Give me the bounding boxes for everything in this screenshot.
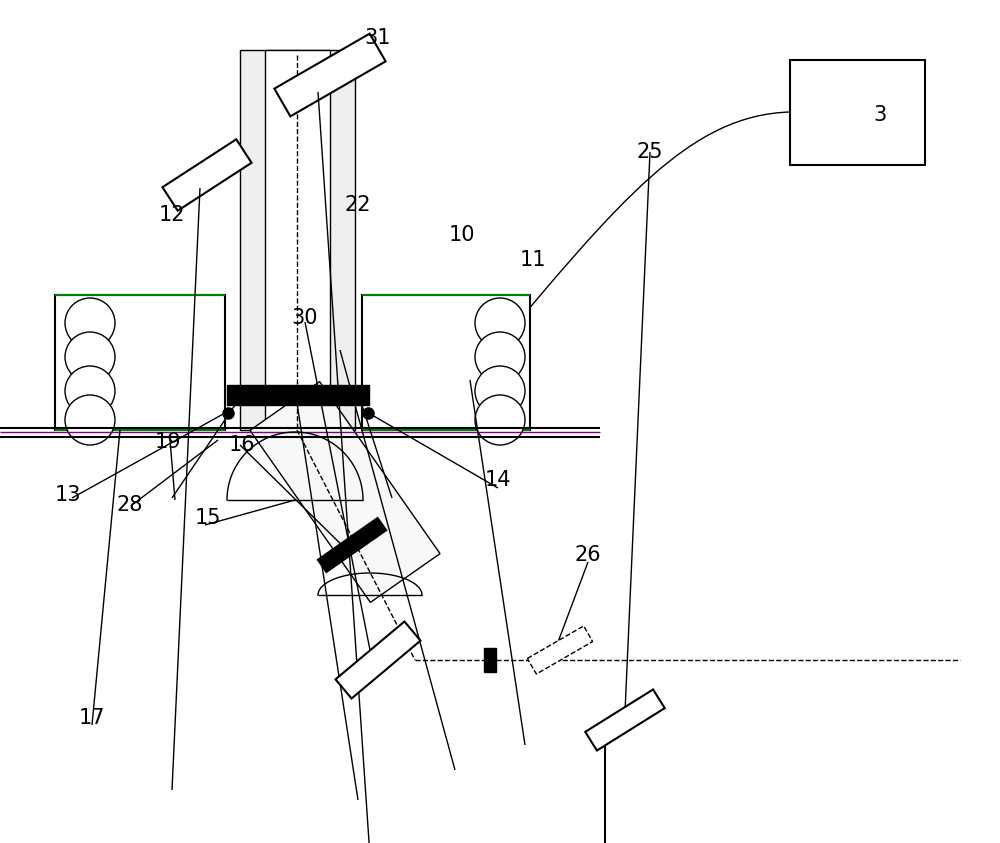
Circle shape	[475, 366, 525, 416]
Circle shape	[65, 366, 115, 416]
Bar	[585, 690, 665, 750]
Circle shape	[475, 298, 525, 348]
Text: 3: 3	[873, 105, 887, 125]
Bar	[162, 139, 252, 211]
Text: 15: 15	[195, 508, 221, 528]
Text: 30: 30	[292, 308, 318, 328]
Text: 16: 16	[229, 435, 255, 455]
Bar	[527, 626, 593, 674]
Text: 25: 25	[637, 142, 663, 162]
Bar	[265, 50, 330, 430]
Circle shape	[65, 332, 115, 382]
Text: 28: 28	[117, 495, 143, 515]
Text: 26: 26	[575, 545, 601, 565]
Circle shape	[475, 395, 525, 445]
Bar	[55, 295, 225, 430]
Bar	[335, 621, 421, 699]
Bar	[250, 382, 440, 603]
Circle shape	[65, 298, 115, 348]
Bar	[227, 385, 369, 405]
Bar	[321, 522, 383, 568]
Text: 12: 12	[159, 205, 185, 225]
Text: 11: 11	[520, 250, 546, 270]
Text: 10: 10	[449, 225, 475, 245]
Text: 31: 31	[365, 28, 391, 48]
Text: 19: 19	[155, 432, 181, 452]
Bar	[790, 60, 925, 165]
Bar	[240, 50, 355, 430]
Circle shape	[65, 395, 115, 445]
Text: 14: 14	[485, 470, 511, 490]
Text: 22: 22	[345, 195, 371, 215]
Text: 13: 13	[55, 485, 81, 505]
Circle shape	[475, 332, 525, 382]
Text: 17: 17	[79, 708, 105, 728]
Bar	[274, 34, 386, 116]
Bar	[362, 295, 530, 430]
